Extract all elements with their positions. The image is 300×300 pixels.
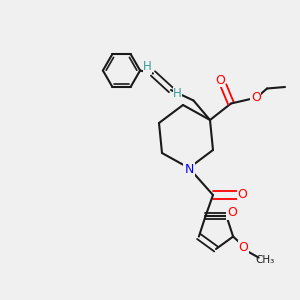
Text: H: H	[143, 60, 152, 74]
Text: O: O	[251, 91, 261, 104]
Text: O: O	[239, 241, 249, 254]
Text: O: O	[238, 188, 247, 202]
Text: O: O	[215, 74, 225, 87]
Text: N: N	[184, 163, 194, 176]
Text: H: H	[173, 87, 182, 100]
Text: O: O	[227, 206, 237, 219]
Text: CH₃: CH₃	[256, 255, 275, 265]
